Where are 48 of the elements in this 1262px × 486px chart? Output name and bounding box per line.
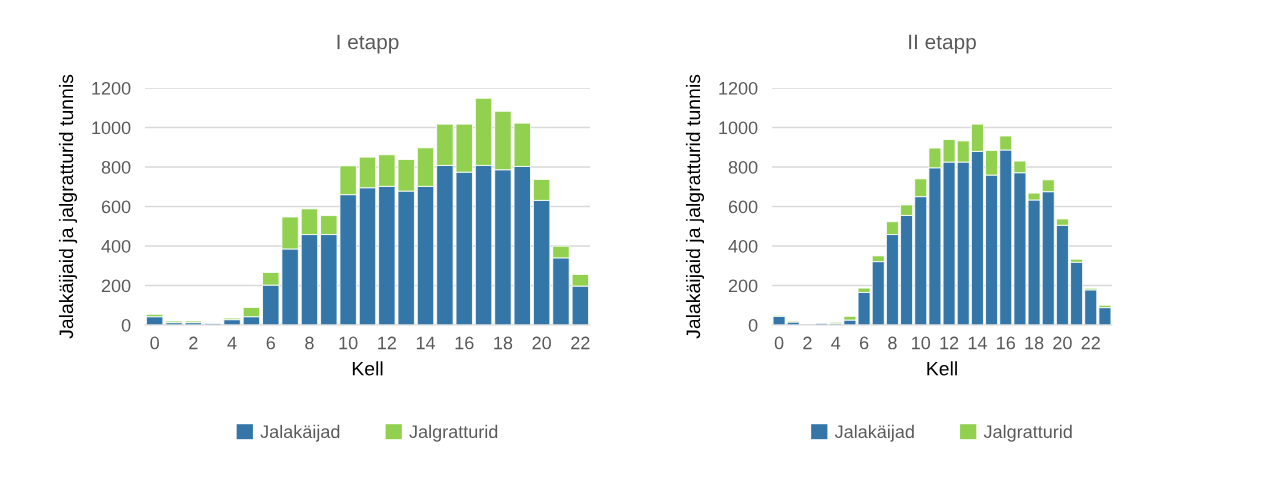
y-tick-label: 600 xyxy=(101,200,131,214)
legend-label: Jalgratturid xyxy=(983,424,1072,442)
y-tick-label: 400 xyxy=(728,239,758,253)
y-tick-label: 400 xyxy=(101,239,131,253)
x-tick-label: 0 xyxy=(150,336,159,350)
x-tick-label: 18 xyxy=(494,336,513,350)
x-tick-label: 16 xyxy=(997,336,1015,350)
x-tick-label: 2 xyxy=(189,336,198,350)
y-axis-title: Jalakäijaid ja jalgratturid tunnis xyxy=(58,74,78,339)
y-tick-label: 0 xyxy=(121,318,131,332)
x-axis-title: Kell xyxy=(927,361,957,376)
legend-label: Jalgratturid xyxy=(409,424,498,442)
x-tick-label: 8 xyxy=(888,336,897,350)
chart-title: I etapp xyxy=(337,34,399,54)
x-tick-label: 10 xyxy=(339,336,358,350)
y-tick-label: 200 xyxy=(728,279,758,293)
legend-label: Jalakäijad xyxy=(834,424,914,442)
x-tick-label: 22 xyxy=(1081,336,1100,350)
x-tick-label: 0 xyxy=(774,336,784,350)
x-tick-label: 12 xyxy=(940,336,959,350)
x-tick-label: 22 xyxy=(571,336,590,350)
y-tick-label: 1000 xyxy=(719,121,758,135)
x-tick-label: 16 xyxy=(455,336,474,350)
x-tick-label: 12 xyxy=(378,336,396,350)
y-tick-label: 0 xyxy=(748,318,758,332)
x-tick-label: 18 xyxy=(1025,336,1044,350)
x-tick-label: 4 xyxy=(831,336,841,350)
x-tick-label: 6 xyxy=(859,336,869,350)
x-tick-label: 20 xyxy=(1053,336,1072,350)
y-tick-label: 1200 xyxy=(719,81,758,95)
y-tick-label: 800 xyxy=(728,160,758,174)
y-tick-label: 1200 xyxy=(92,81,131,95)
x-tick-label: 14 xyxy=(416,336,436,350)
y-tick-label: 800 xyxy=(101,160,131,174)
chart-title: II etapp xyxy=(909,34,976,54)
x-tick-label: 6 xyxy=(266,336,275,350)
x-tick-label: 2 xyxy=(803,336,812,350)
x-tick-label: 20 xyxy=(532,336,551,350)
y-tick-label: 600 xyxy=(728,200,758,214)
y-tick-label: 200 xyxy=(101,279,131,293)
x-tick-label: 8 xyxy=(305,336,314,350)
x-tick-label: 10 xyxy=(912,336,931,350)
legend-label: Jalakäijad xyxy=(260,424,340,442)
y-tick-label: 1000 xyxy=(92,121,131,135)
x-tick-label: 4 xyxy=(227,336,237,350)
y-axis-title: Jalakäijaid ja jalgratturid tunnis xyxy=(685,74,705,339)
x-axis-title: Kell xyxy=(352,361,383,376)
x-tick-label: 14 xyxy=(968,336,987,350)
